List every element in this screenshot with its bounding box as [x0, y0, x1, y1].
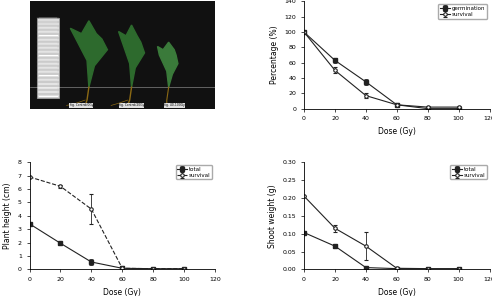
X-axis label: Dose (Gy): Dose (Gy) [378, 287, 416, 296]
Y-axis label: Shoot weight (g): Shoot weight (g) [268, 184, 277, 247]
Polygon shape [157, 42, 178, 87]
Legend: total, survival: total, survival [450, 165, 487, 179]
Y-axis label: Percentage (%): Percentage (%) [270, 26, 279, 84]
Legend: germination, survival: germination, survival [438, 4, 487, 19]
Polygon shape [70, 21, 107, 87]
Bar [37, 17, 59, 98]
Text: fig. Control/0Gy: fig. Control/0Gy [70, 103, 93, 107]
X-axis label: Dose (Gy): Dose (Gy) [378, 127, 416, 136]
Legend: total, survival: total, survival [176, 165, 212, 179]
Y-axis label: Plant height (cm): Plant height (cm) [3, 183, 12, 249]
Text: fig. Control/20Gy: fig. Control/20Gy [119, 103, 144, 107]
Text: fig. 40-100Gy: fig. 40-100Gy [164, 103, 184, 107]
Polygon shape [119, 25, 145, 87]
X-axis label: Dose (Gy): Dose (Gy) [103, 287, 141, 296]
